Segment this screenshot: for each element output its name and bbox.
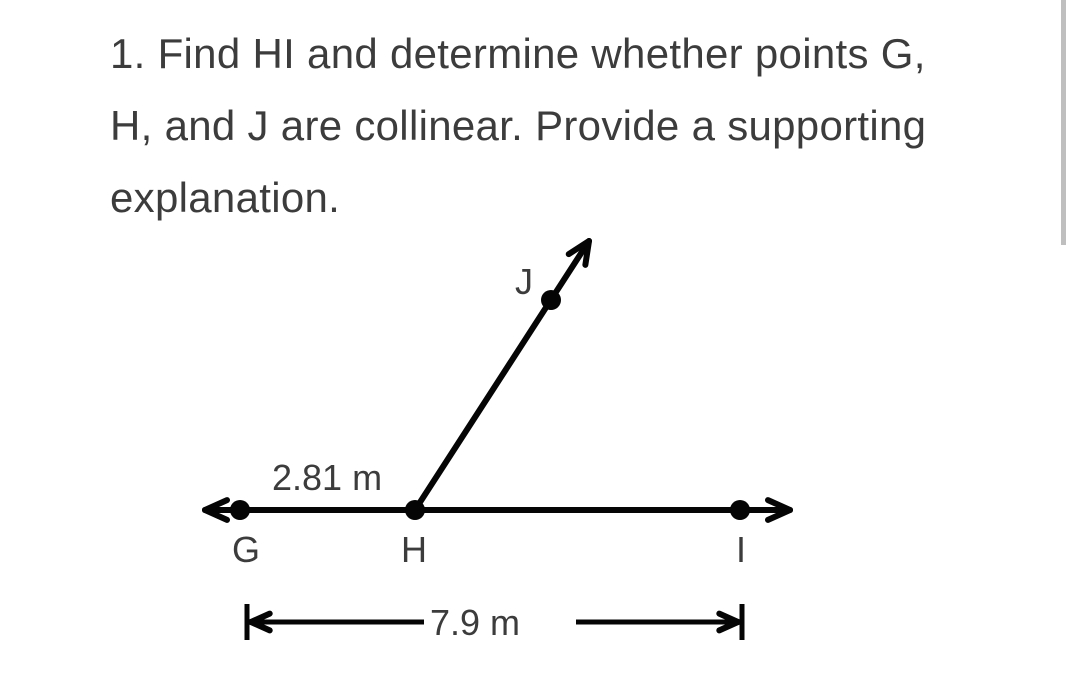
label-point-H: H (401, 529, 427, 570)
page-root: 1. Find HI and determine whether points … (0, 0, 1080, 697)
label-point-J: J (515, 261, 533, 302)
geometry-diagram: 2.81 m 7.9 m G H I J (0, 0, 1080, 697)
label-GH-length: 2.81 m (272, 457, 382, 498)
ray-HJ (415, 241, 589, 510)
scrollbar-thumb[interactable] (1061, 0, 1066, 245)
scrollbar-track[interactable] (1066, 0, 1080, 697)
label-point-G: G (232, 529, 260, 570)
point-G (230, 500, 250, 520)
point-I (730, 500, 750, 520)
label-GI-length: 7.9 m (430, 602, 520, 643)
label-point-I: I (736, 529, 746, 570)
point-J (541, 290, 561, 310)
point-H (405, 500, 425, 520)
